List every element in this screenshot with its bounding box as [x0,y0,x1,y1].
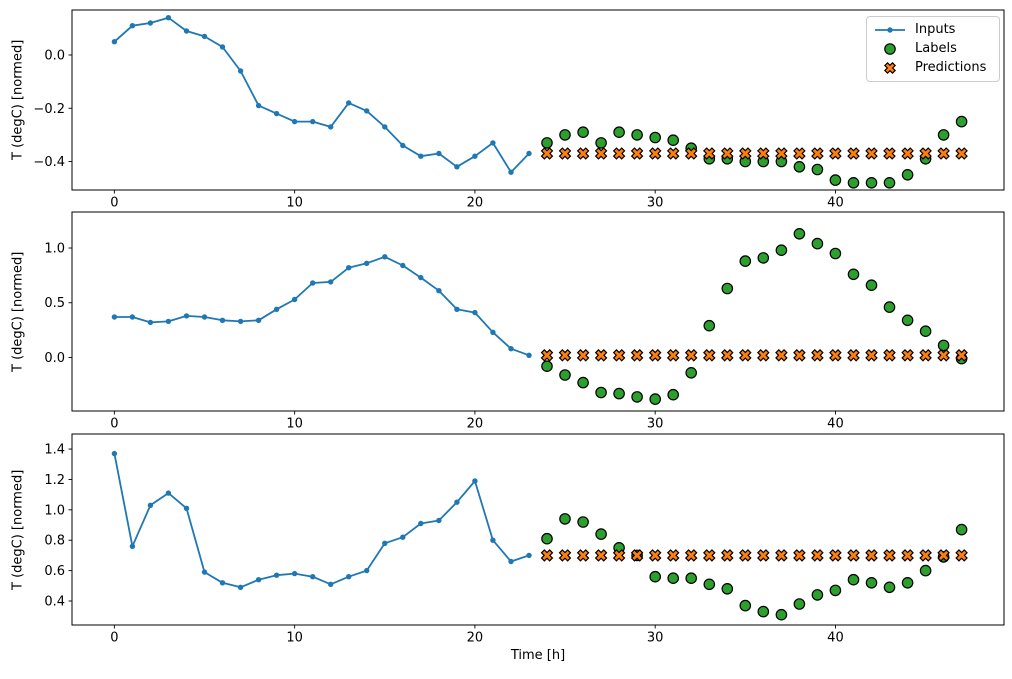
axes-box [71,433,1005,626]
y-tick-label: 0.5 [44,296,65,311]
axis-ticks: 0 10 20 30 40 0.0 −0.2 −0.4 [33,49,843,211]
subplot-2: 0 10 20 30 40 1.0 0.5 0.0 [44,211,1005,432]
legend-label-labels: Labels [915,40,957,56]
series-inputs [111,254,532,358]
y-axis-label-subplot-3: T (degC) [normed] [10,469,26,590]
series-predictions [540,549,968,562]
x-tick-label: 20 [467,417,484,432]
legend-item-labels: Labels [874,40,992,58]
y-tick-label: 1.0 [44,503,65,518]
series-predictions [540,349,968,362]
x-tick-label: 30 [647,196,664,211]
legend-label-inputs: Inputs [915,21,956,37]
legend: Inputs Labels Predictions [866,16,1000,82]
x-tick-label: 10 [286,631,303,646]
y-axis-label-subplot-1: T (degC) [normed] [10,39,26,161]
x-tick-label: 10 [286,196,303,211]
axis-ticks: 0 10 20 30 40 1.4 1.2 1.0 0.8 0.6 0.4 [44,443,843,646]
y-tick-label: 1.0 [44,242,65,257]
labels-circle-icon [884,43,896,55]
y-tick-label: 0.6 [44,564,65,579]
predictions-x-icon [883,62,897,75]
y-axis-label-subplot-2: T (degC) [normed] [10,251,26,372]
x-tick-label: 40 [827,417,844,432]
x-axis-label: Time [h] [510,648,566,663]
x-tick-label: 0 [110,631,118,646]
x-tick-label: 40 [827,196,844,211]
series-labels [541,228,968,405]
series-predictions [540,147,968,160]
x-tick-label: 10 [286,417,303,432]
axes-box [71,9,1005,191]
series-inputs [111,15,532,175]
axes-box [71,211,1005,412]
subplot-3: 0 10 20 30 40 1.4 1.2 1.0 0.8 0.6 0.4 [44,433,1005,646]
inputs-line-icon [875,26,905,33]
axis-ticks: 0 10 20 30 40 1.0 0.5 0.0 [44,242,843,432]
y-tick-label: −0.4 [33,155,65,170]
legend-item-predictions: Predictions [874,59,992,77]
legend-item-inputs: Inputs [874,21,992,39]
subplot-1: 0 10 20 30 40 0.0 −0.2 −0.4 [33,9,1005,211]
series-labels [541,513,968,621]
x-tick-label: 30 [647,417,664,432]
x-tick-label: 40 [827,631,844,646]
x-tick-label: 30 [647,631,664,646]
legend-label-predictions: Predictions [915,60,987,76]
y-tick-label: 1.2 [44,473,65,488]
y-tick-label: −0.2 [33,102,65,117]
y-tick-label: 1.4 [44,443,65,458]
x-tick-label: 0 [110,196,118,211]
x-tick-label: 20 [467,196,484,211]
x-tick-label: 20 [467,631,484,646]
x-tick-label: 0 [110,417,118,432]
y-tick-label: 0.0 [44,351,65,366]
y-tick-label: 0.0 [44,49,65,64]
series-labels [541,115,968,189]
y-tick-label: 0.4 [44,594,65,609]
series-inputs [111,450,532,590]
y-tick-label: 0.8 [44,534,65,549]
